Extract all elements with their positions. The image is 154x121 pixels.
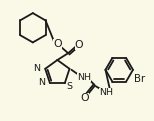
Text: O: O <box>53 39 62 49</box>
Text: Br: Br <box>134 74 145 84</box>
Text: O: O <box>75 40 83 50</box>
Text: O: O <box>80 93 89 103</box>
Text: N: N <box>38 79 45 87</box>
Text: S: S <box>67 82 73 91</box>
Text: N: N <box>33 64 40 73</box>
Text: NH: NH <box>77 73 91 82</box>
Text: NH: NH <box>99 88 113 97</box>
